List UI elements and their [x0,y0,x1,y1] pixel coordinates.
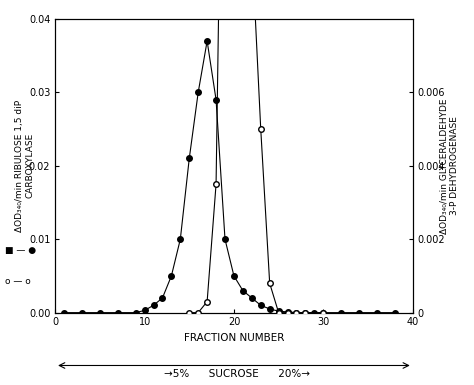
Text: o — o: o — o [5,276,30,286]
Y-axis label: ΔOD₃₄₀/min RIBULOSE 1,5 diP
CARBOXYLASE: ΔOD₃₄₀/min RIBULOSE 1,5 diP CARBOXYLASE [15,100,35,232]
Text: ■ — ●: ■ — ● [5,246,36,255]
Text: →5%      SUCROSE      20%→: →5% SUCROSE 20%→ [164,369,310,379]
Y-axis label: ΔOD₃₄₀/min GLYCERALDEHYDE
3-P DEHYDROGENASE: ΔOD₃₄₀/min GLYCERALDEHYDE 3-P DEHYDROGEN… [439,98,459,234]
X-axis label: FRACTION NUMBER: FRACTION NUMBER [184,333,284,343]
